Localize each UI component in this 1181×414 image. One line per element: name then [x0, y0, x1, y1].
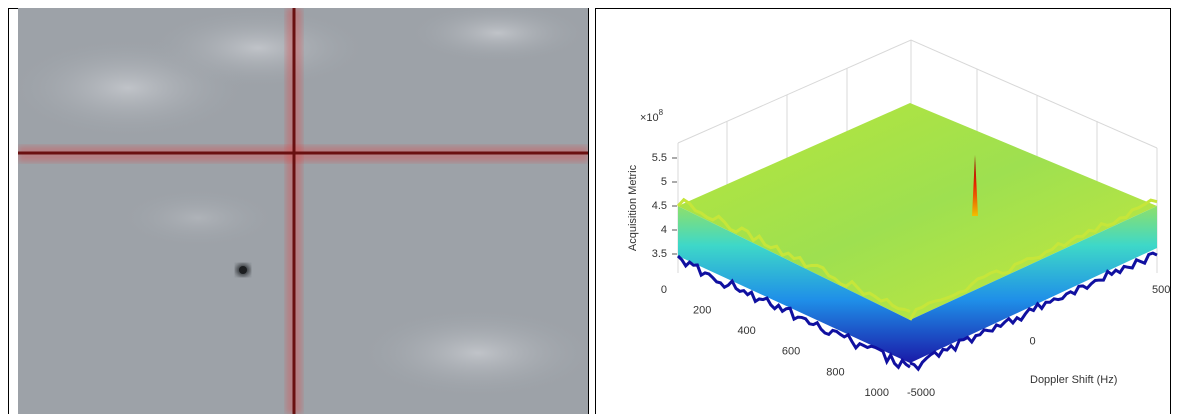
z-tick-label: 5 — [661, 176, 667, 188]
y-tick-label: 5000 — [1152, 284, 1171, 296]
cloud — [358, 308, 588, 398]
x-tick-label: 200 — [693, 305, 711, 317]
surface-plot: ×108 Acquisition Metric Doppler Shift (H… — [597, 8, 1171, 414]
x-tick-label: 0 — [661, 284, 667, 296]
z-tick-label: 4.5 — [652, 200, 667, 212]
exponent-power: 8 — [659, 108, 664, 117]
x-tick-label: 600 — [782, 346, 800, 358]
cloud — [148, 8, 368, 88]
exponent: ×108 — [640, 108, 664, 124]
z-tick-label: 4 — [661, 224, 667, 236]
z-tick-label: 5.5 — [652, 152, 667, 164]
y-tick-label: 0 — [1030, 335, 1036, 347]
z-axis-title: Acquisition Metric — [627, 164, 639, 251]
x-tick-label: 800 — [826, 366, 844, 378]
x-tick-label: 1000 — [865, 387, 889, 399]
target-core — [239, 266, 247, 274]
z-tick-label: 3.5 — [652, 248, 667, 260]
photo — [18, 8, 588, 414]
x-tick-label: 400 — [737, 325, 755, 337]
exponent-base: ×10 — [640, 112, 659, 124]
y-tick-label: -5000 — [907, 387, 935, 399]
cloud — [118, 188, 278, 248]
doppler-axis-title: Doppler Shift (Hz) — [1030, 374, 1117, 386]
divider — [588, 8, 596, 414]
